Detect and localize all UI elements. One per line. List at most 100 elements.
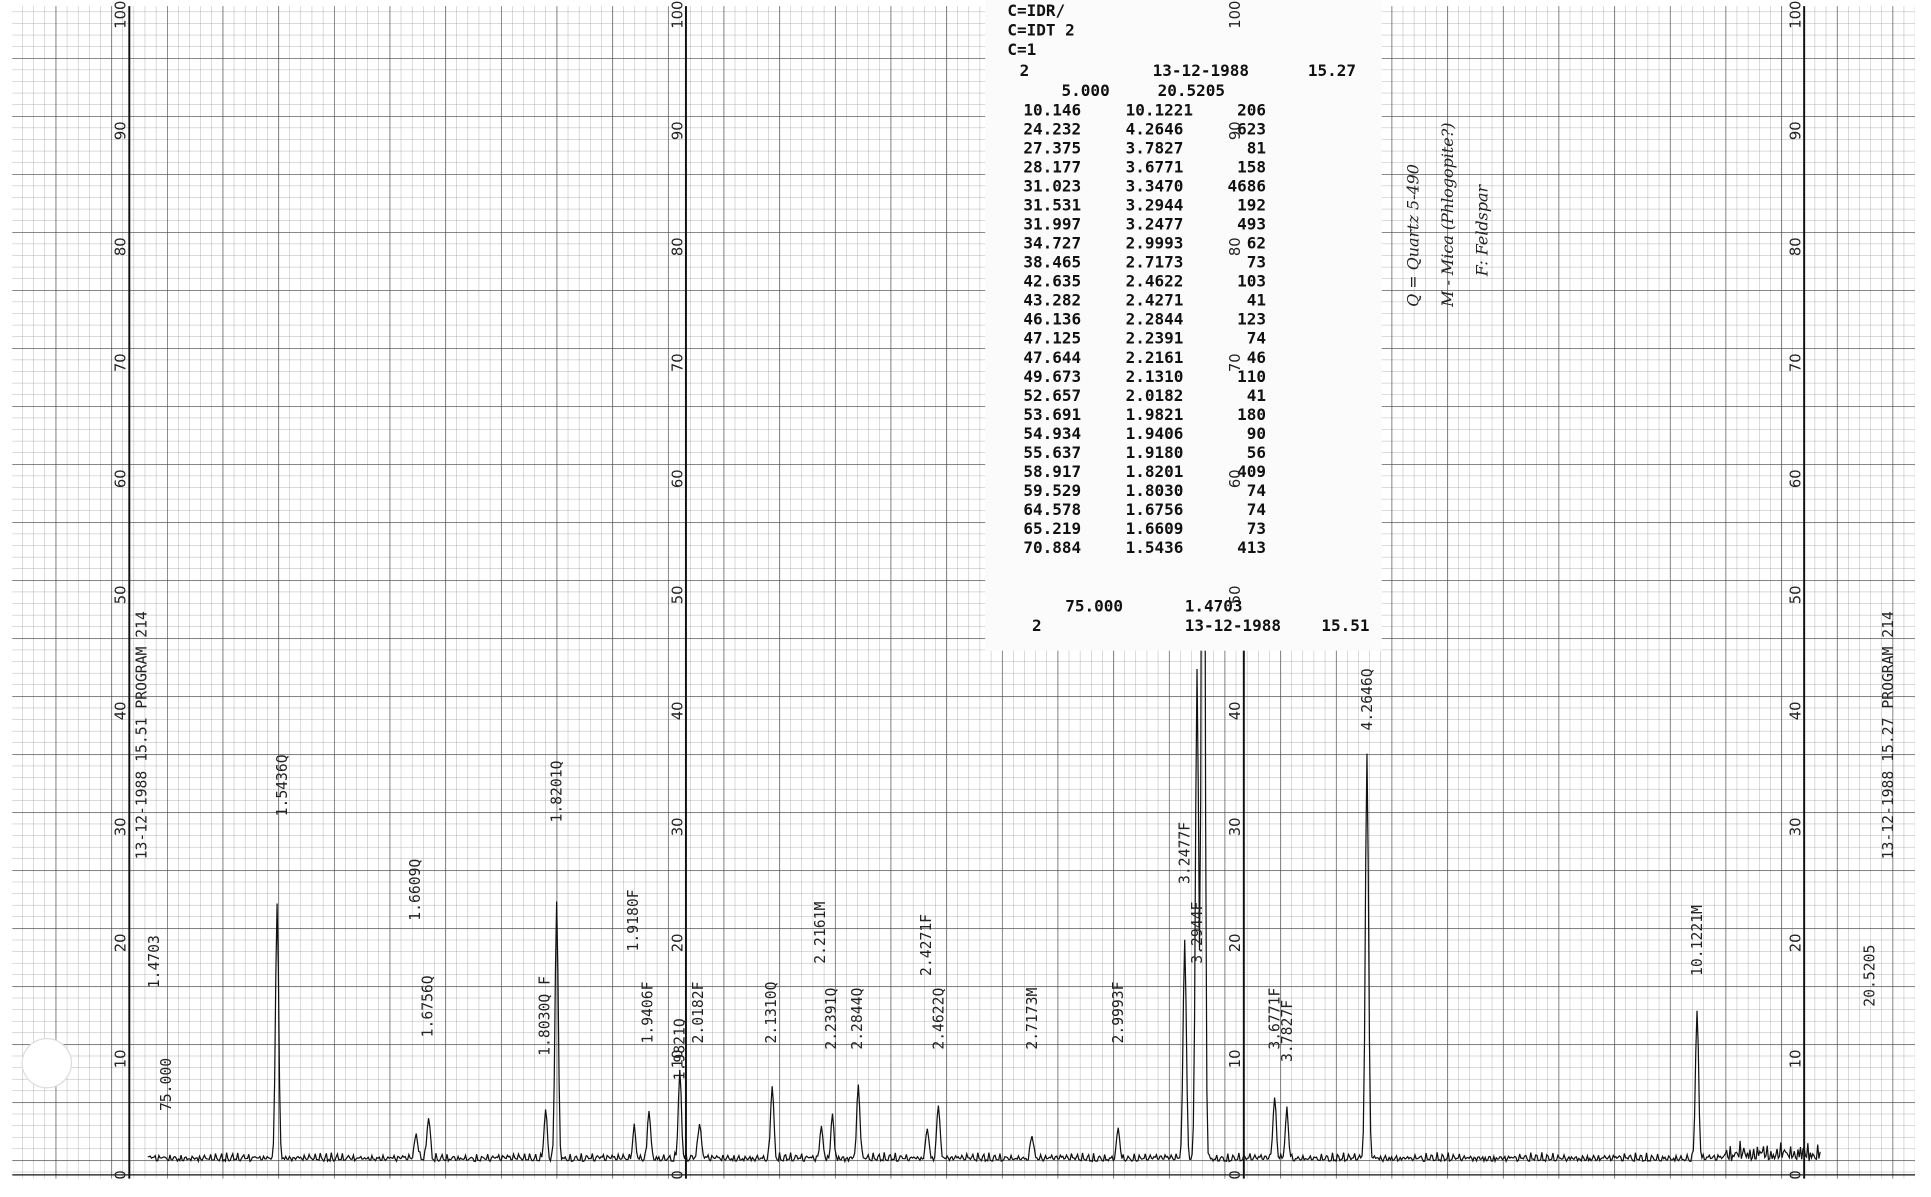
peak-label: 1.9180F <box>625 889 642 951</box>
margin-angle: 75.000 <box>158 1058 175 1111</box>
range-end-angle: 75.000 <box>1065 596 1123 615</box>
start-id: 2 <box>1020 61 1030 80</box>
scale-label: 0 <box>1787 1170 1804 1179</box>
peak-label: 1.9406F <box>640 981 657 1043</box>
intensity: 409 <box>1237 462 1266 481</box>
printout-box <box>985 0 1382 651</box>
scale-label: 30 <box>113 817 130 836</box>
intensity: 74 <box>1247 500 1266 519</box>
two-theta: 34.727 <box>1023 234 1081 253</box>
scale-label: 50 <box>1227 585 1244 604</box>
d-spacing: 3.6771 <box>1126 158 1184 177</box>
peak-label: 2.2391Q <box>823 987 840 1049</box>
scale-label: 70 <box>113 353 130 372</box>
range-end-d: 1.4703 <box>1185 596 1243 615</box>
d-spacing: 3.7827 <box>1126 138 1184 157</box>
d-spacing: 4.2646 <box>1126 119 1184 138</box>
scale-label: 100 <box>1227 1 1244 29</box>
scale-label: 70 <box>1227 353 1244 372</box>
peak-label: 2.4622Q <box>930 987 947 1049</box>
intensity: 81 <box>1247 138 1266 157</box>
scale-label: 20 <box>113 933 130 952</box>
d-spacing: 1.6756 <box>1126 500 1184 519</box>
peak-label: 3.2477F <box>1177 822 1194 884</box>
scale-label: 50 <box>669 585 686 604</box>
scale-label: 40 <box>1227 701 1244 720</box>
d-spacing: 3.2944 <box>1126 196 1184 215</box>
peak-label: 2.1310Q <box>763 981 780 1043</box>
intensity: 41 <box>1247 386 1266 405</box>
intensity: 158 <box>1237 158 1266 177</box>
intensity: 206 <box>1237 100 1266 119</box>
two-theta: 49.673 <box>1023 367 1081 386</box>
intensity: 110 <box>1237 367 1266 386</box>
peak-label: 1.8201Q <box>549 760 566 822</box>
intensity: 46 <box>1247 348 1266 367</box>
scale-label: 80 <box>113 237 130 256</box>
intensity: 4686 <box>1227 177 1266 196</box>
peak-label: 3.2944F <box>1189 902 1206 964</box>
scale-label: 0 <box>113 1170 130 1179</box>
scale-label: 20 <box>669 933 686 952</box>
scale-label: 20 <box>1787 933 1804 952</box>
d-spacing: 2.2161 <box>1126 348 1184 367</box>
scale-label: 90 <box>1787 121 1804 140</box>
scale-label: 90 <box>1227 121 1244 140</box>
intensity: 56 <box>1247 443 1266 462</box>
stop-date: 13-12-1988 <box>1185 616 1281 635</box>
d-spacing: 1.8201 <box>1126 462 1184 481</box>
peak-label: 1.9821Q <box>672 1018 689 1080</box>
d-spacing: 2.2844 <box>1126 310 1184 329</box>
scale-label: 60 <box>669 469 686 488</box>
range-start-d: 20.5205 <box>1158 81 1225 100</box>
peak-label: 1.5436Q <box>274 754 291 816</box>
peak-label: 2.2844Q <box>849 987 866 1049</box>
peak-label: 2.4271F <box>918 914 935 976</box>
d-spacing: 10.1221 <box>1126 100 1193 119</box>
d-spacing: 1.6609 <box>1126 519 1184 538</box>
scale-label: 10 <box>1787 1050 1804 1069</box>
peak-label: 2.2161M <box>812 902 829 964</box>
two-theta: 24.232 <box>1023 119 1081 138</box>
scale-label: 40 <box>113 701 130 720</box>
d-spacing: 2.2391 <box>1126 329 1184 348</box>
d-spacing: 2.4271 <box>1126 291 1184 310</box>
header-line: C=1 <box>1007 40 1036 59</box>
two-theta: 64.578 <box>1023 500 1081 519</box>
scale-label: 10 <box>1227 1050 1244 1069</box>
peak-label: 1.6609Q <box>407 859 424 921</box>
scale-label: 70 <box>1787 353 1804 372</box>
intensity: 623 <box>1237 119 1266 138</box>
two-theta: 31.531 <box>1023 196 1081 215</box>
scale-label: 30 <box>1787 817 1804 836</box>
two-theta: 43.282 <box>1023 291 1081 310</box>
scale-label: 0 <box>669 1170 686 1179</box>
legend-note: F: Feldspar <box>1473 183 1492 277</box>
scale-label: 40 <box>1787 701 1804 720</box>
intensity: 103 <box>1237 272 1266 291</box>
scale-label: 100 <box>1787 1 1804 29</box>
scale-label: 90 <box>113 121 130 140</box>
two-theta: 59.529 <box>1023 481 1081 500</box>
two-theta: 65.219 <box>1023 519 1081 538</box>
margin-stamp: 13-12-1988 15.51 PROGRAM 214 <box>134 611 151 859</box>
d-spacing: 2.4622 <box>1126 272 1184 291</box>
two-theta: 31.023 <box>1023 177 1081 196</box>
scale-label: 30 <box>669 817 686 836</box>
start-date: 13-12-1988 <box>1153 61 1249 80</box>
margin-stamp: 13-12-1988 15.27 PROGRAM 214 <box>1880 611 1897 859</box>
intensity: 73 <box>1247 519 1266 538</box>
two-theta: 52.657 <box>1023 386 1081 405</box>
scale-label: 100 <box>113 1 130 29</box>
scale-label: 100 <box>669 1 686 29</box>
header-line: C=IDR/ <box>1007 1 1065 20</box>
scale-label: 20 <box>1227 933 1244 952</box>
intensity: 74 <box>1247 481 1266 500</box>
scale-label: 60 <box>1787 469 1804 488</box>
two-theta: 28.177 <box>1023 158 1081 177</box>
d-spacing: 3.3470 <box>1126 177 1184 196</box>
two-theta: 47.125 <box>1023 329 1081 348</box>
stop-time: 15.51 <box>1321 616 1369 635</box>
intensity: 413 <box>1237 538 1266 557</box>
